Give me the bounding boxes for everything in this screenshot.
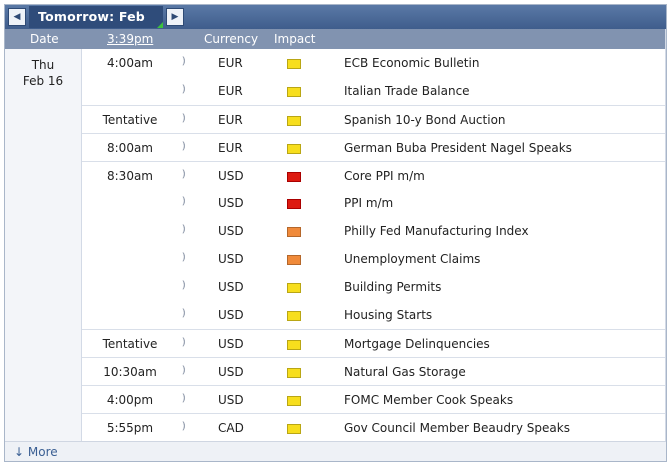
calendar-widget: ◀ Tomorrow: Feb 16 ▶ Date 3:39pm Currenc…	[4, 4, 667, 462]
event-title[interactable]: Housing Starts	[344, 308, 433, 322]
event-time: Tentative	[102, 337, 158, 351]
impact-folder-icon	[287, 255, 301, 265]
header-impact: Impact	[274, 32, 316, 46]
footer-bar: ↓ More	[5, 441, 666, 461]
impact-folder-icon	[287, 368, 301, 378]
next-day-arrow-icon[interactable]: ▶	[166, 8, 184, 26]
current-day-title: Tomorrow: Feb 16	[29, 6, 163, 46]
event-title[interactable]: Spanish 10-y Bond Auction	[344, 113, 506, 127]
event-title[interactable]: Italian Trade Balance	[344, 84, 470, 98]
event-time: Tentative	[102, 113, 158, 127]
impact-folder-icon	[287, 144, 301, 154]
event-time: 4:00am	[107, 56, 153, 70]
impact-folder-icon	[287, 172, 301, 182]
event-currency: USD	[218, 169, 244, 183]
down-arrow-icon: ↓	[14, 445, 25, 459]
active-corner-marker	[157, 22, 163, 28]
event-currency: USD	[218, 196, 244, 210]
header-date: Date	[30, 32, 59, 46]
event-time: 8:30am	[107, 169, 153, 183]
impact-folder-icon	[287, 424, 301, 434]
event-currency: EUR	[218, 141, 243, 155]
event-currency: USD	[218, 224, 244, 238]
date-date: Feb 16	[22, 74, 64, 88]
event-currency: USD	[218, 337, 244, 351]
impact-folder-icon	[287, 340, 301, 350]
impact-folder-icon	[287, 59, 301, 69]
event-time: 4:00pm	[106, 393, 154, 407]
event-title[interactable]: Philly Fed Manufacturing Index	[344, 224, 529, 238]
impact-folder-icon	[287, 87, 301, 97]
column-header-row: Date 3:39pm Currency Impact	[5, 29, 666, 49]
event-title[interactable]: Core PPI m/m	[344, 169, 425, 183]
date-day: Thu	[31, 58, 55, 72]
header-time-link[interactable]: 3:39pm	[107, 32, 154, 46]
impact-folder-icon	[287, 227, 301, 237]
event-currency: EUR	[218, 84, 243, 98]
event-currency: EUR	[218, 113, 243, 127]
event-time: 5:55pm	[106, 421, 154, 435]
event-time: 8:00am	[107, 141, 153, 155]
right-border	[665, 29, 666, 441]
event-title[interactable]: Building Permits	[344, 280, 442, 294]
previous-day-arrow-icon[interactable]: ◀	[8, 8, 26, 26]
event-title[interactable]: ECB Economic Bulletin	[344, 56, 480, 70]
header-currency: Currency	[204, 32, 259, 46]
event-title[interactable]: Unemployment Claims	[344, 252, 481, 266]
event-currency: USD	[218, 365, 244, 379]
event-currency: USD	[218, 308, 244, 322]
date-cell: Thu Feb 16	[5, 49, 82, 441]
event-title[interactable]: German Buba President Nagel Speaks	[344, 141, 572, 155]
date-navigation-bar: ◀ Tomorrow: Feb 16 ▶	[5, 5, 666, 46]
impact-folder-icon	[287, 283, 301, 293]
event-title[interactable]: Gov Council Member Beaudry Speaks	[344, 421, 570, 435]
event-currency: USD	[218, 280, 244, 294]
event-title[interactable]: Mortgage Delinquencies	[344, 337, 490, 351]
impact-folder-icon	[287, 311, 301, 321]
event-currency: EUR	[218, 56, 243, 70]
event-time: 10:30am	[103, 365, 157, 379]
event-currency: USD	[218, 393, 244, 407]
event-currency: USD	[218, 252, 244, 266]
event-title[interactable]: Natural Gas Storage	[344, 365, 466, 379]
event-currency: CAD	[218, 421, 244, 435]
more-link[interactable]: ↓ More	[14, 445, 58, 459]
event-title[interactable]: FOMC Member Cook Speaks	[344, 393, 514, 407]
impact-folder-icon	[287, 199, 301, 209]
impact-folder-icon	[287, 396, 301, 406]
more-label: More	[27, 445, 58, 459]
event-title[interactable]: PPI m/m	[344, 196, 394, 210]
impact-folder-icon	[287, 116, 301, 126]
